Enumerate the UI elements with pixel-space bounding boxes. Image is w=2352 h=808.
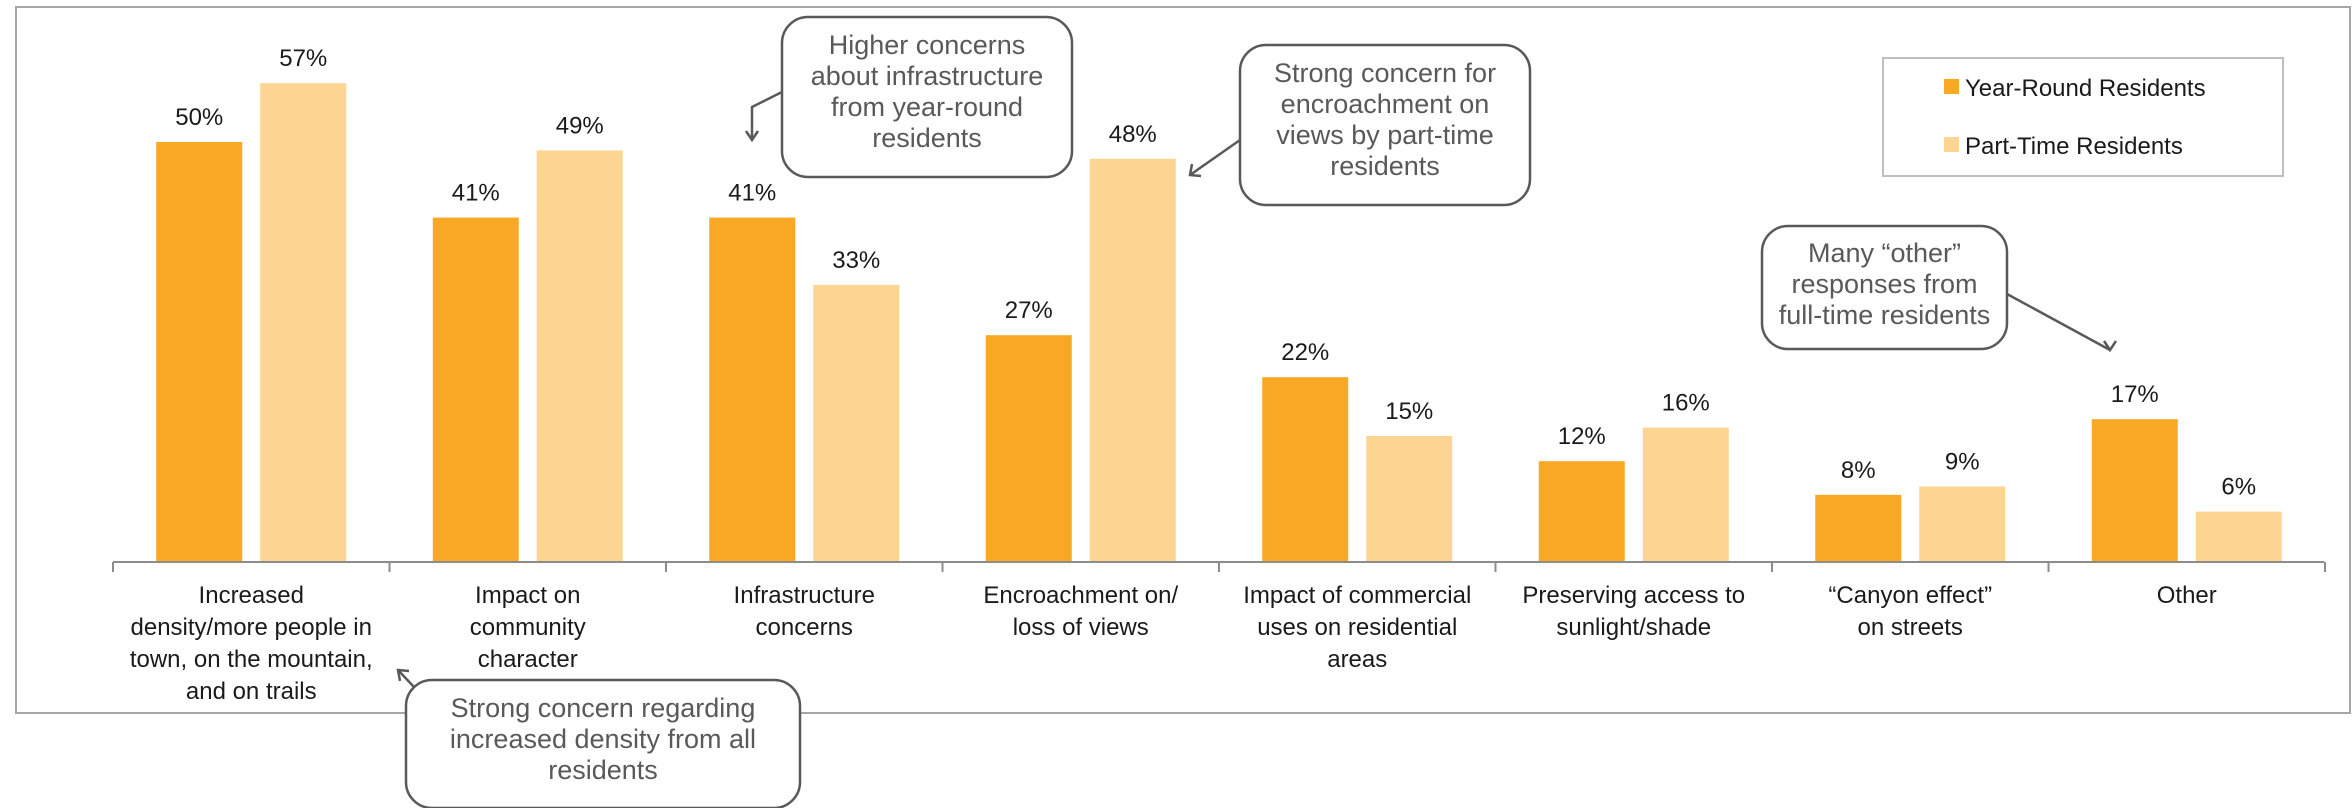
bar-part-time — [1642, 427, 1729, 562]
data-label: 15% — [1385, 398, 1433, 425]
data-label: 50% — [175, 104, 223, 131]
data-label: 33% — [832, 247, 880, 274]
callout-text: increased density from all — [450, 724, 756, 754]
callout-text: residents — [872, 123, 982, 153]
category-label: areas — [1327, 646, 1387, 673]
bar-year-round — [709, 217, 796, 562]
category-label: character — [478, 646, 578, 673]
data-label: 22% — [1281, 339, 1329, 366]
data-label: 48% — [1109, 121, 1157, 148]
legend-label-part-time: Part-Time Residents — [1965, 133, 2183, 160]
callout-text: encroachment on — [1281, 89, 1490, 119]
bar-part-time — [1089, 158, 1176, 563]
callout-text: full-time residents — [1779, 300, 1991, 330]
category-label: concerns — [756, 614, 853, 641]
arrow-head-icon — [2102, 340, 2118, 353]
bar-part-time — [536, 150, 623, 562]
callout-arrow — [2006, 292, 2111, 352]
category-label: Other — [2157, 582, 2217, 609]
callout-text: from year-round — [831, 92, 1023, 122]
category-label: town, on the mountain, — [130, 646, 373, 673]
callout-arrow — [1189, 138, 1241, 177]
arrow-head-icon — [1188, 163, 1202, 178]
category-label: Impact on — [475, 582, 580, 609]
chart-frame — [15, 6, 2351, 714]
data-label: 6% — [2221, 474, 2256, 501]
category-label: density/more people in — [131, 614, 372, 641]
category-label: community — [470, 614, 586, 641]
callout-text: Higher concerns — [829, 30, 1026, 60]
bar-year-round — [156, 142, 243, 562]
bar-year-round — [2091, 419, 2178, 562]
data-label: 41% — [452, 180, 500, 207]
category-label: and on trails — [186, 678, 317, 705]
bar-year-round — [1815, 494, 1902, 562]
bar-year-round — [985, 335, 1072, 562]
bar-part-time — [1919, 486, 2006, 562]
bar-part-time — [1366, 436, 1453, 562]
category-label: Encroachment on/ — [983, 582, 1178, 609]
data-label: 27% — [1005, 297, 1053, 324]
category-label: Impact of commercial — [1243, 582, 1471, 609]
category-label: Infrastructure — [734, 582, 875, 609]
category-label: uses on residential — [1257, 614, 1457, 641]
data-label: 17% — [2111, 381, 2159, 408]
callout-text: about infrastructure — [811, 61, 1044, 91]
legend-label-year-round: Year-Round Residents — [1965, 75, 2206, 102]
data-label: 8% — [1841, 457, 1876, 484]
x-axis-ticks — [112, 562, 2326, 572]
callout-text: residents — [548, 755, 658, 785]
category-label: loss of views — [1013, 614, 1149, 641]
bar-part-time — [260, 83, 347, 562]
bar-year-round — [1538, 461, 1625, 562]
arrow-head-icon — [396, 668, 410, 682]
data-label: 16% — [1662, 390, 1710, 417]
bars-group — [156, 83, 2282, 563]
category-label: Preserving access to — [1522, 582, 1745, 609]
value-labels-group: 50% 57% 41% 49% 41% 33% 27% 48% 22% 15% 12% 16% 8% 9%… — [175, 45, 2256, 500]
callout-text: Strong concern for — [1274, 58, 1496, 88]
callout-box — [780, 15, 1074, 179]
data-label: 49% — [556, 112, 604, 139]
callout-text: responses from — [1791, 269, 1977, 299]
category-label: “Canyon effect” — [1828, 582, 1992, 609]
callout-text: Strong concern regarding — [451, 693, 756, 723]
category-labels-group: Increased density/more people in town, on … — [130, 582, 2217, 705]
legend-swatch-year-round — [1944, 79, 1959, 94]
callout-text: views by part-time — [1276, 120, 1494, 150]
bar-year-round — [432, 217, 519, 562]
legend-swatch-part-time — [1944, 137, 1959, 152]
callout-box — [404, 678, 802, 808]
legend-box — [1882, 57, 2284, 177]
bar-part-time — [813, 284, 900, 562]
bar-part-time — [2195, 511, 2282, 562]
callout-text: residents — [1330, 151, 1440, 181]
category-label: sunlight/shade — [1556, 614, 1711, 641]
data-label: 12% — [1558, 423, 1606, 450]
callout-arrow — [750, 90, 783, 140]
callout-box — [1238, 43, 1532, 207]
callout-box — [1760, 224, 2009, 351]
category-label: Increased — [199, 582, 304, 609]
category-label: on streets — [1858, 614, 1963, 641]
legend: Year-Round Residents Part-Time Residents — [1882, 57, 2284, 177]
data-label: 41% — [728, 180, 776, 207]
data-label: 57% — [279, 45, 327, 72]
arrow-head-icon — [744, 130, 760, 143]
callout-text: Many “other” — [1808, 238, 1961, 268]
bar-year-round — [1262, 377, 1349, 562]
data-label: 9% — [1945, 448, 1980, 475]
